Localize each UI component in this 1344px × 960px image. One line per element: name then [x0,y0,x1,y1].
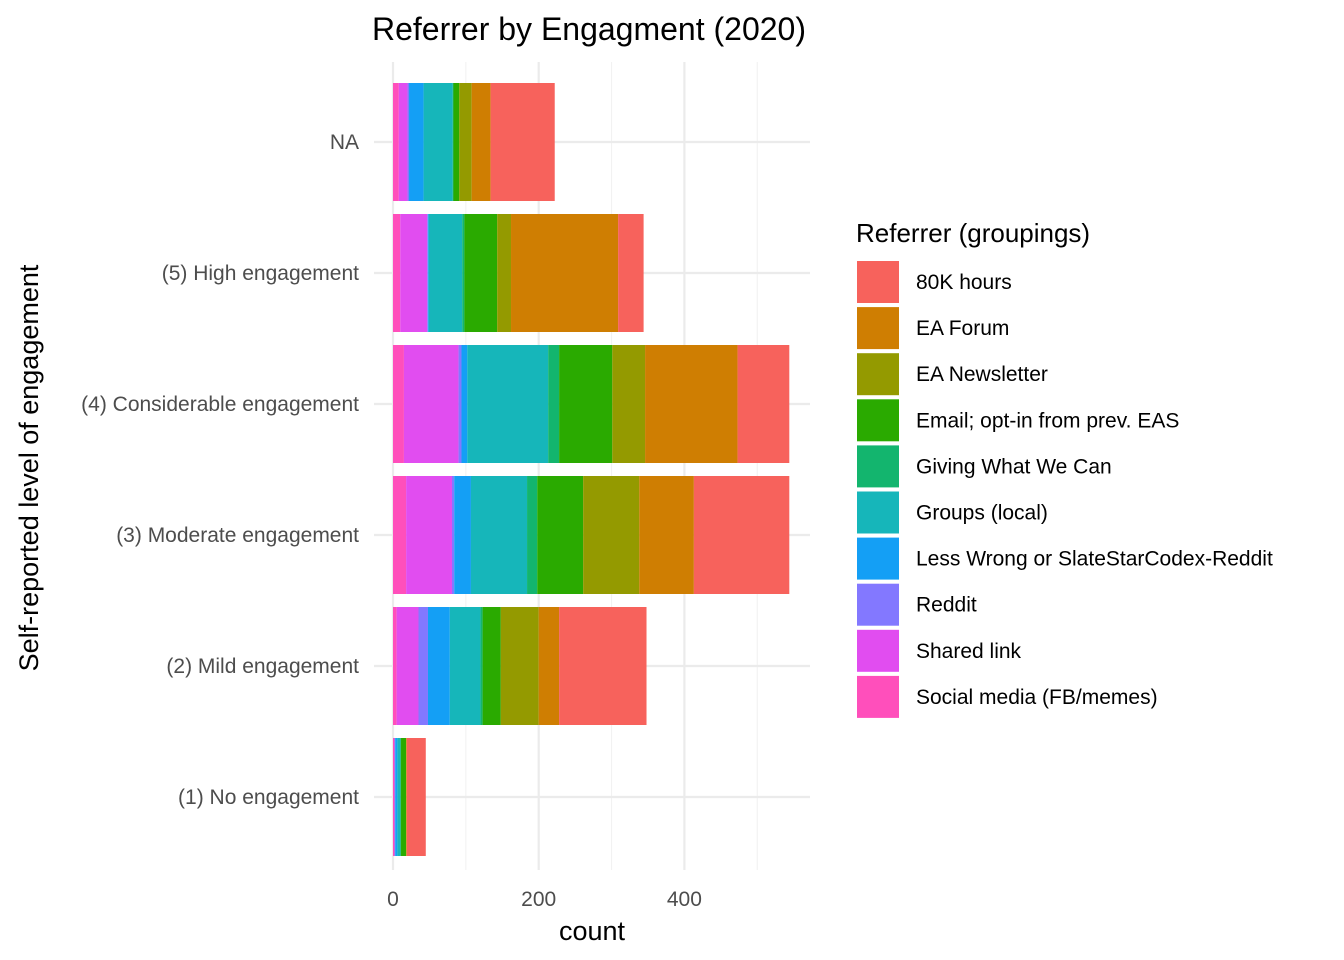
bar-segment-3-4: (4) Considerable engagement – Groups (lo… [467,345,549,463]
chart-title: Referrer by Engagment (2020) [372,11,806,47]
bar-segment-4-5: (5) High engagement – Giving What We Can… [462,214,465,332]
bar-segment-5-9: NA – 80K hours: 88 [490,83,555,201]
bar-segment-5-0: NA – Social media (FB/memes): 8 [393,83,399,201]
legend-label-5: Groups (local) [916,502,1048,525]
bars-layer: (1) No engagement – Social media (FB/mem… [393,83,790,856]
bar-segment-3-2: (4) Considerable engagement – Reddit: 4 [458,345,462,463]
bar-segment-4-3: (5) High engagement – Less Wrong or Slat… [427,214,429,332]
bar-segment-4-2: (5) High engagement – Reddit: 1 [427,214,428,332]
legend-label-0: 80K hours [916,271,1012,294]
legend-title: Referrer (groupings) [856,218,1090,248]
bar-segment-4-7: (5) High engagement – EA Newsletter: 19 [497,214,512,332]
bar-segment-5-4: NA – Groups (local): 40 [423,83,453,201]
legend-key-8 [857,629,899,672]
bar-segment-5-6: NA – Email; opt-in from prev. EAS: 8 [453,83,460,201]
legend-label-8: Shared link [916,640,1022,663]
bar-segment-2-7: (3) Moderate engagement – EA Newsletter:… [583,476,640,594]
bar-segment-0-9: (1) No engagement – 80K hours: 26 [406,738,426,856]
bar-segment-1-9: (2) Mild engagement – 80K hours: 120 [559,607,647,725]
bar-segment-2-8: (3) Moderate engagement – EA Forum: 75 [639,476,694,594]
legend-label-7: Reddit [916,594,977,617]
bar-segment-3-6: (4) Considerable engagement – Email; opt… [559,345,613,463]
y-axis-ticks: (1) No engagement (2) Mild engagement (3) … [81,131,359,809]
bar-segment-3-0: (4) Considerable engagement – Social med… [393,345,404,463]
bar-segment-3-5: (4) Considerable engagement – Giving Wha… [548,345,560,463]
x-axis-ticks: 0 200 400 [387,888,702,911]
bar-segment-2-3: (3) Moderate engagement – Less Wrong or … [454,476,471,594]
y-tick-label-0: (1) No engagement [178,786,359,809]
bar-segment-3-8: (4) Considerable engagement – EA Forum: … [645,345,738,463]
bar-segment-4-4: (5) High engagement – Groups (local): 46 [428,214,463,332]
bar-segment-5-5: NA – Giving What We Can: 1 [452,83,454,201]
bar-segment-5-8: NA – EA Forum: 26 [471,83,491,201]
bar-segment-2-2: (3) Moderate engagement – Reddit: 3 [452,476,455,594]
bar-segment-1-1: (2) Mild engagement – Shared link: 30 [396,607,419,725]
bar-segment-4-8: (5) High engagement – EA Forum: 147 [511,214,619,332]
bar-segment-2-6: (3) Moderate engagement – Email; opt-in … [537,476,584,594]
bar-segment-4-9: (5) High engagement – 80K hours: 35 [618,214,644,332]
x-tick-label-2: 400 [667,888,702,911]
y-tick-label-4: (5) High engagement [162,262,359,285]
y-tick-label-2: (3) Moderate engagement [116,524,359,547]
bar-segment-4-1: (5) High engagement – Shared link: 37 [400,214,428,332]
bar-segment-2-4: (3) Moderate engagement – Groups (local)… [470,476,528,594]
bar-segment-3-7: (4) Considerable engagement – EA Newslet… [612,345,646,463]
bar-segment-4-6: (5) High engagement – Email; opt-in from… [464,214,498,332]
bar-segment-1-7: (2) Mild engagement – EA Newsletter: 52 [500,607,539,725]
bar-segment-1-2: (2) Mild engagement – Reddit: 13 [418,607,428,725]
y-tick-label-3: (4) Considerable engagement [81,393,359,416]
bar-segment-1-5: (2) Mild engagement – Giving What We Can… [480,607,483,725]
legend-key-6 [857,537,899,580]
bar-segment-3-3: (4) Considerable engagement – Less Wrong… [461,345,468,463]
legend-key-5 [857,491,899,534]
y-tick-label-1: (2) Mild engagement [166,655,359,678]
bar-segment-5-2: NA – Reddit: 2 [407,83,410,201]
legend-key-9 [857,675,899,718]
legend-label-9: Social media (FB/memes) [916,686,1158,709]
legend-key-3 [857,399,899,442]
bar-segment-1-4: (2) Mild engagement – Groups (local): 42 [449,607,481,725]
bar-segment-0-2: (1) No engagement – Reddit: 1 [394,738,396,856]
bar-segment-0-5: (1) No engagement – Giving What We Can: … [400,738,402,856]
bar-segment-4-0: (5) High engagement – Social media (FB/m… [393,214,401,332]
bar-segment-2-5: (3) Moderate engagement – Giving What We… [527,476,538,594]
bar-segment-0-3: (1) No engagement – Less Wrong or SlateS… [395,738,398,856]
bar-segment-1-0: (2) Mild engagement – Social media (FB/m… [393,607,397,725]
bar-segment-5-1: NA – Shared link: 12 [398,83,408,201]
bar-segment-1-8: (2) Mild engagement – EA Forum: 28 [538,607,560,725]
legend-key-0 [857,261,899,303]
bar-segment-1-3: (2) Mild engagement – Less Wrong or Slat… [427,607,450,725]
bar-segment-3-9: (4) Considerable engagement – 80K hours:… [737,345,790,463]
bar-segment-5-7: NA – EA Newsletter: 17 [459,83,472,201]
legend-label-3: Email; opt-in from prev. EAS [916,409,1179,432]
bar-segment-2-1: (3) Moderate engagement – Shared link: 6… [406,476,453,594]
legend-label-6: Less Wrong or SlateStarCodex-Reddit [916,548,1273,571]
legend-label-1: EA Forum [916,317,1009,340]
bar-segment-2-0: (3) Moderate engagement – Social media (… [393,476,407,594]
bar-segment-0-0: (1) No engagement – Social media (FB/mem… [393,738,395,856]
bar-segment-3-1: (4) Considerable engagement – Shared lin… [403,345,459,463]
bar-segment-5-3: NA – Less Wrong or SlateStarCodex-Reddit… [409,83,424,201]
y-tick-label-5: NA [330,131,359,154]
legend-key-4 [857,445,899,488]
x-tick-label-1: 200 [521,888,556,911]
y-axis-title: Self-reported level of engagement [14,264,44,671]
legend-key-7 [857,583,899,626]
x-axis-title: count [559,916,626,946]
legend-label-2: EA Newsletter [916,363,1048,386]
legend-label-4: Giving What We Can [916,455,1112,478]
x-tick-label-0: 0 [387,888,399,911]
bar-segment-2-9: (3) Moderate engagement – 80K hours: 131 [693,476,790,594]
bar-segment-0-4: (1) No engagement – Groups (local): 4 [397,738,401,856]
legend-key-2 [857,353,899,396]
bar-segment-1-6: (2) Mild engagement – Email; opt-in from… [482,607,501,725]
bar-segment-0-6: (1) No engagement – Email; opt-in from p… [401,738,407,856]
legend: Referrer (groupings) 80K hours EA Forum EA… [856,218,1273,718]
legend-key-1 [857,307,899,350]
bar-segment-0-8: (1) No engagement – EA Forum: 1 [406,738,407,856]
